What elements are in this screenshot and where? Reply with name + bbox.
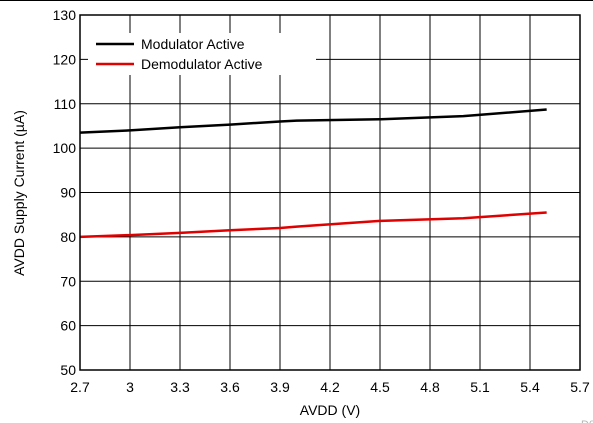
y-tick-label: 60	[60, 318, 76, 334]
x-tick-label: 4.5	[370, 379, 390, 395]
x-tick-label: 3.6	[220, 379, 240, 395]
legend-background	[88, 33, 316, 75]
series-line-1	[79, 211, 547, 239]
x-tick-label: 4.8	[420, 379, 440, 395]
x-tick-labels: 2.7 3 3.3 3.6 3.9 4.2 4.5 4.8 5.1 5.4 5.7	[70, 379, 590, 395]
plot-frame	[79, 14, 581, 371]
x-tick-label: 4.2	[320, 379, 340, 395]
x-tick-label: 3	[126, 379, 134, 395]
x-tick-label: 5.7	[570, 379, 590, 395]
legend-label-demodulator: Demodulator Active	[141, 56, 263, 72]
series-lines	[79, 108, 547, 239]
x-axis-label: AVDD (V)	[300, 402, 360, 418]
y-tick-label: 70	[60, 273, 76, 289]
x-tick-label: 5.1	[470, 379, 490, 395]
watermark: D0	[581, 419, 593, 423]
x-tick-label: 3.9	[270, 379, 290, 395]
y-axis-label: AVDD Supply Current (µA)	[11, 110, 27, 276]
y-tick-label: 130	[53, 7, 77, 23]
series-line-0	[79, 108, 547, 134]
legend: Modulator Active Demodulator Active	[88, 33, 316, 75]
y-tick-label: 50	[60, 362, 76, 378]
y-tick-label: 80	[60, 229, 76, 245]
x-tick-label: 5.4	[520, 379, 540, 395]
y-tick-label: 120	[53, 51, 77, 67]
y-tick-label: 100	[53, 140, 77, 156]
y-tick-label: 110	[54, 96, 77, 112]
y-tick-labels: 50 60 70 80 90 100 110 120 130	[53, 7, 77, 378]
y-tick-label: 90	[60, 185, 76, 201]
x-tick-label: 3.3	[170, 379, 190, 395]
grid	[80, 15, 580, 370]
x-tick-label: 2.7	[70, 379, 90, 395]
legend-label-modulator: Modulator Active	[141, 36, 245, 52]
